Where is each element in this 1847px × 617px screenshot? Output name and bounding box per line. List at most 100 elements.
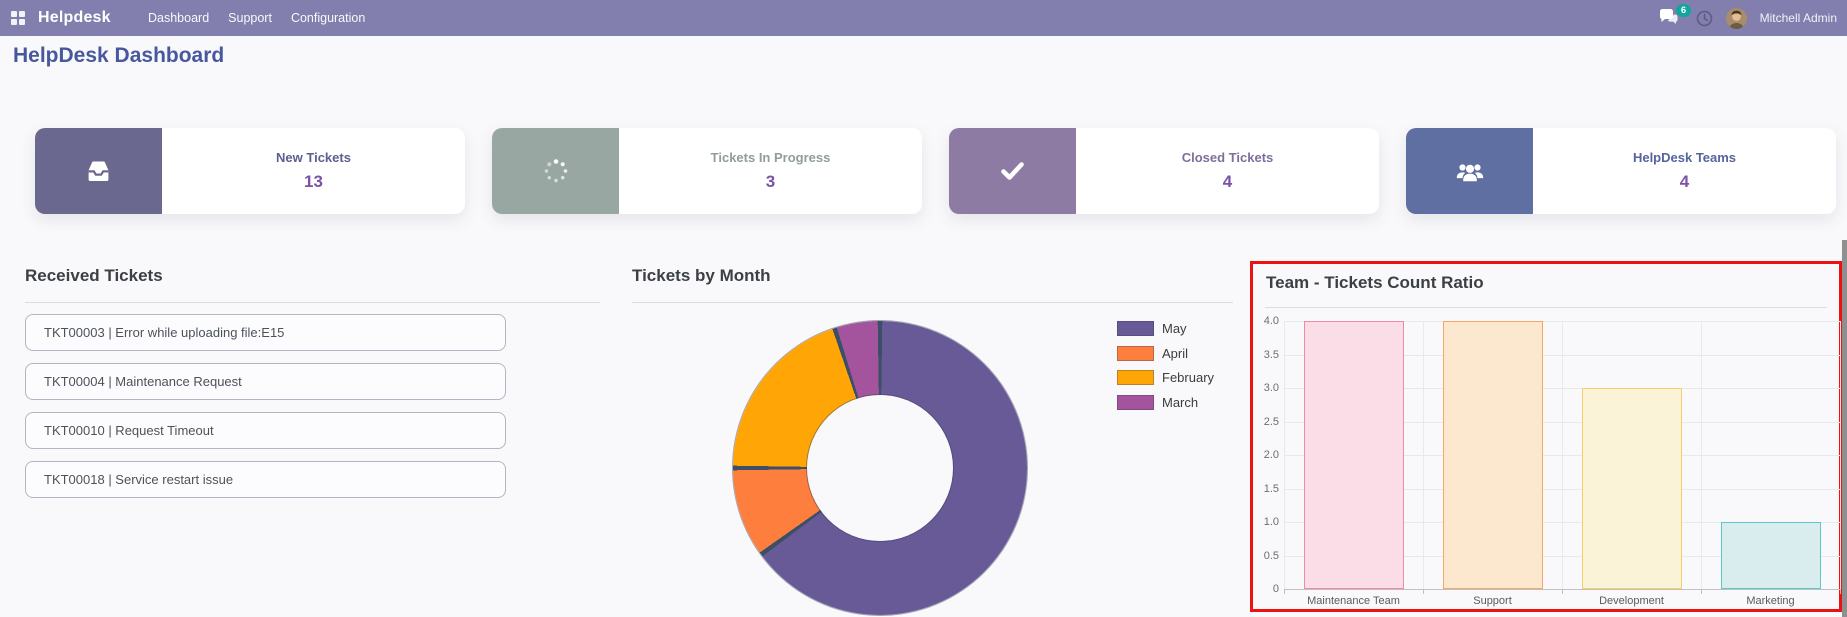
bar-chart-x-axis: Maintenance Team Support Development Market… (1284, 595, 1840, 611)
team-chart-title: Team - Tickets Count Ratio (1266, 273, 1484, 292)
legend-item-april[interactable]: April (1117, 346, 1188, 361)
y-tick-label: 1.5 (1263, 482, 1279, 495)
legend-swatch (1117, 346, 1154, 361)
menu-item-configuration[interactable]: Configuration (290, 11, 366, 25)
kpi-icon-block (1406, 128, 1533, 214)
kpi-body: Closed Tickets 4 (1076, 128, 1379, 214)
kpi-value: 3 (765, 172, 776, 191)
legend-item-february[interactable]: February (1117, 370, 1214, 385)
y-tick-label: 3.5 (1263, 348, 1279, 361)
team-tickets-count-ratio-card: Team - Tickets Count Ratio 0 0.5 1.0 1.5 2.0… (1250, 261, 1842, 612)
legend-label: March (1162, 395, 1199, 410)
bar-maintenance-team[interactable] (1303, 321, 1404, 589)
apps-square (19, 11, 25, 17)
menu-item-support[interactable]: Support (228, 11, 272, 25)
activity-clock-icon[interactable] (1696, 10, 1713, 27)
kpi-value: 4 (1222, 172, 1233, 191)
gridline (1562, 321, 1563, 589)
messages-button[interactable]: 6 (1659, 4, 1691, 28)
y-tick-label: 2.0 (1263, 449, 1279, 461)
users-icon (1456, 163, 1483, 181)
x-tickmark (1423, 589, 1424, 594)
apps-square (11, 11, 17, 17)
legend-swatch (1117, 395, 1154, 410)
kpi-label: Closed Tickets (1181, 150, 1274, 165)
tickets-by-month-donut-chart[interactable] (733, 321, 1027, 615)
y-tick-label: 0 (1272, 583, 1279, 595)
kpi-body: HelpDesk Teams 4 (1533, 128, 1836, 214)
kpi-label: HelpDesk Teams (1632, 150, 1737, 165)
avatar-photo (1725, 7, 1747, 29)
divider (1265, 307, 1827, 308)
tickets-by-month-title: Tickets by Month (632, 266, 771, 285)
x-tickmark (1840, 589, 1841, 594)
apps-square (11, 19, 17, 25)
x-tick-label: Maintenance Team (1307, 595, 1400, 607)
menu-item-dashboard[interactable]: Dashboard (148, 11, 210, 25)
legend-item-may[interactable]: May (1117, 321, 1187, 336)
user-avatar[interactable] (1725, 7, 1747, 29)
kpi-icon-block (492, 128, 619, 214)
kpi-icon-block (949, 128, 1076, 214)
gridline (1423, 321, 1424, 589)
kpi-label: Tickets In Progress (710, 150, 831, 165)
gridline (1701, 321, 1702, 589)
ticket-item[interactable]: TKT00004 | Maintenance Request (25, 363, 506, 400)
apps-square (19, 19, 25, 25)
ticket-item[interactable]: TKT00010 | Request Timeout (25, 412, 506, 449)
kpi-value: 4 (1679, 172, 1690, 191)
divider (632, 302, 1233, 303)
gridline (1840, 321, 1841, 589)
y-tick-label: 2.5 (1263, 415, 1279, 428)
main-menu: Dashboard Support Configuration (148, 0, 365, 36)
legend-item-march[interactable]: March (1117, 395, 1198, 410)
kpi-card-helpdesk-teams[interactable]: HelpDesk Teams 4 (1406, 128, 1836, 214)
message-count-badge: 6 (1676, 4, 1691, 17)
bar-chart-y-axis: 0 0.5 1.0 1.5 2.0 2.5 3.0 3.5 4.0 (1253, 315, 1279, 595)
gridline (1284, 321, 1285, 589)
kpi-label: New Tickets (276, 150, 351, 165)
kpi-icon-block (35, 128, 162, 214)
legend-label: May (1162, 321, 1187, 336)
x-tickmark (1701, 589, 1702, 594)
y-tick-label: 1.0 (1263, 516, 1279, 528)
page-title: HelpDesk Dashboard (13, 44, 225, 67)
check-icon (1001, 162, 1024, 180)
kpi-value: 13 (304, 172, 323, 191)
spinner-icon (544, 159, 567, 183)
kpi-card-closed-tickets[interactable]: Closed Tickets 4 (949, 128, 1379, 214)
y-tick-label: 0.5 (1263, 549, 1279, 562)
legend-label: April (1162, 346, 1189, 361)
inbox-icon (88, 161, 109, 182)
kpi-card-tickets-in-progress[interactable]: Tickets In Progress 3 (492, 128, 922, 214)
top-navbar: Helpdesk Dashboard Support Configuration… (0, 0, 1847, 36)
x-tick-label: Support (1473, 595, 1512, 607)
kpi-body: Tickets In Progress 3 (619, 128, 922, 214)
legend-swatch (1117, 370, 1154, 385)
app-brand[interactable]: Helpdesk (38, 9, 111, 26)
received-tickets-title: Received Tickets (25, 266, 163, 285)
x-tickmark (1284, 589, 1285, 594)
y-tick-label: 3.0 (1263, 382, 1279, 394)
user-name[interactable]: Mitchell Admin (1759, 11, 1837, 25)
legend-label: February (1162, 370, 1215, 385)
navbar-right: 6 Mitchell Admin (1659, 0, 1837, 36)
chat-bubble-icon (1659, 9, 1678, 24)
bar-marketing[interactable] (1720, 522, 1821, 589)
bar-development[interactable] (1581, 388, 1682, 589)
divider (25, 302, 600, 303)
kpi-card-new-tickets[interactable]: New Tickets 13 (35, 128, 465, 214)
x-tick-label: Marketing (1746, 595, 1795, 607)
ticket-item[interactable]: TKT00003 | Error while uploading file:E1… (25, 314, 506, 351)
apps-menu-icon[interactable] (11, 11, 25, 25)
x-tick-label: Development (1599, 595, 1664, 607)
x-tickmark (1562, 589, 1563, 594)
bar-chart-plot-area (1284, 321, 1841, 594)
bar-support[interactable] (1442, 321, 1543, 589)
kpi-body: New Tickets 13 (162, 128, 465, 214)
y-tick-label: 4.0 (1263, 315, 1279, 327)
legend-swatch (1117, 321, 1154, 336)
vertical-scrollbar[interactable] (1842, 240, 1847, 617)
ticket-item[interactable]: TKT00018 | Service restart issue (25, 461, 506, 498)
